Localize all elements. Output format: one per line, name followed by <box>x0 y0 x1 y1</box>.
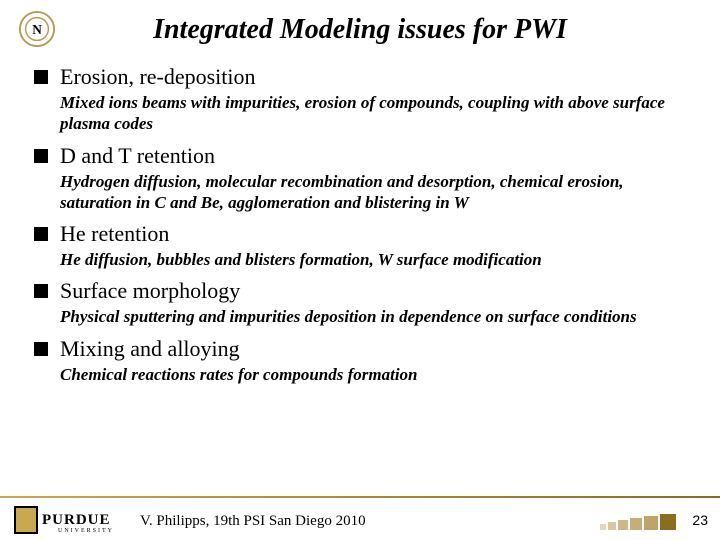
item-description: Hydrogen diffusion, molecular recombinat… <box>60 171 690 214</box>
item-heading: Surface morphology <box>60 278 240 304</box>
svg-text:N: N <box>32 22 42 37</box>
list-item: D and T retention Hydrogen diffusion, mo… <box>34 143 690 214</box>
list-item: He retention He diffusion, bubbles and b… <box>34 221 690 270</box>
item-heading: He retention <box>60 221 169 247</box>
purdue-logo: PURDUE UNIVERSITY <box>14 504 124 536</box>
bullet-icon <box>34 227 48 241</box>
item-description: Physical sputtering and impurities depos… <box>60 306 690 327</box>
slide-title: Integrated Modeling issues for PWI <box>0 0 720 56</box>
item-description: Chemical reactions rates for compounds f… <box>60 364 690 385</box>
bullet-icon <box>34 70 48 84</box>
decorative-squares-icon <box>600 514 676 530</box>
corner-seal-icon: N <box>18 10 56 48</box>
content-area: Erosion, re-deposition Mixed ions beams … <box>0 64 720 385</box>
bullet-icon <box>34 342 48 356</box>
list-item: Surface morphology Physical sputtering a… <box>34 278 690 327</box>
purdue-logo-subtext: UNIVERSITY <box>58 528 114 534</box>
item-heading: Erosion, re-deposition <box>60 64 256 90</box>
page-number: 23 <box>692 512 708 528</box>
footer: PURDUE UNIVERSITY V. Philipps, 19th PSI … <box>0 496 720 540</box>
citation-text: V. Philipps, 19th PSI San Diego 2010 <box>140 513 366 530</box>
item-description: He diffusion, bubbles and blisters forma… <box>60 249 690 270</box>
purdue-logo-text: PURDUE <box>42 512 111 529</box>
list-item: Mixing and alloying Chemical reactions r… <box>34 336 690 385</box>
item-description: Mixed ions beams with impurities, erosio… <box>60 92 690 135</box>
item-heading: Mixing and alloying <box>60 336 240 362</box>
bullet-icon <box>34 149 48 163</box>
purdue-p-icon <box>14 506 38 534</box>
bullet-icon <box>34 284 48 298</box>
item-heading: D and T retention <box>60 143 215 169</box>
footer-divider <box>0 496 720 498</box>
list-item: Erosion, re-deposition Mixed ions beams … <box>34 64 690 135</box>
